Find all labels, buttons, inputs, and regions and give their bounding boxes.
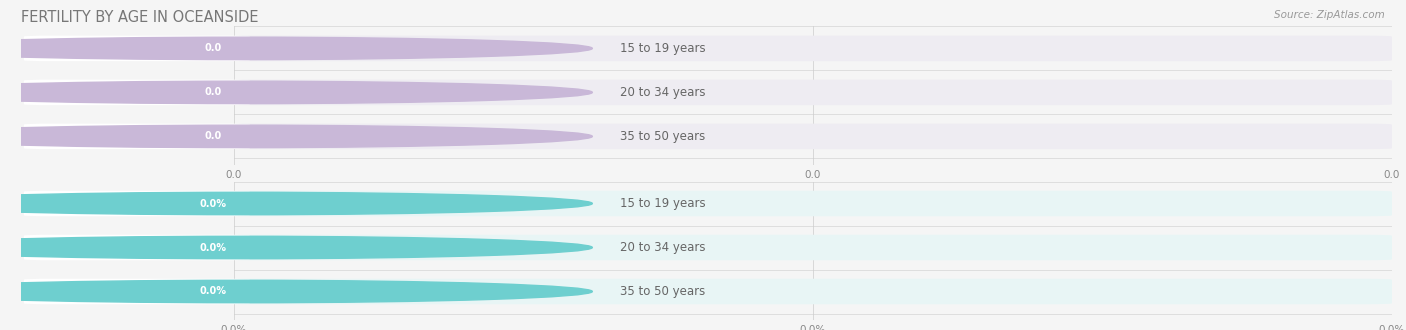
Text: 0.0%: 0.0% bbox=[200, 286, 226, 296]
Circle shape bbox=[0, 236, 592, 259]
FancyBboxPatch shape bbox=[24, 36, 250, 61]
Text: 20 to 34 years: 20 to 34 years bbox=[620, 241, 706, 254]
FancyBboxPatch shape bbox=[184, 194, 242, 213]
Text: 0.0: 0.0 bbox=[204, 44, 222, 53]
Circle shape bbox=[0, 125, 592, 148]
FancyBboxPatch shape bbox=[226, 235, 1392, 260]
FancyBboxPatch shape bbox=[24, 80, 250, 105]
Circle shape bbox=[0, 37, 592, 60]
Text: 0.0%: 0.0% bbox=[200, 243, 226, 252]
Text: FERTILITY BY AGE IN OCEANSIDE: FERTILITY BY AGE IN OCEANSIDE bbox=[21, 10, 259, 25]
Text: 35 to 50 years: 35 to 50 years bbox=[620, 285, 706, 298]
FancyBboxPatch shape bbox=[226, 191, 1392, 216]
FancyBboxPatch shape bbox=[24, 235, 250, 260]
Text: 15 to 19 years: 15 to 19 years bbox=[620, 42, 706, 55]
FancyBboxPatch shape bbox=[24, 191, 250, 216]
Text: 0.0: 0.0 bbox=[204, 131, 222, 141]
FancyBboxPatch shape bbox=[226, 279, 1392, 304]
FancyBboxPatch shape bbox=[24, 124, 250, 149]
FancyBboxPatch shape bbox=[184, 238, 242, 257]
FancyBboxPatch shape bbox=[184, 282, 242, 301]
FancyBboxPatch shape bbox=[226, 36, 1392, 61]
FancyBboxPatch shape bbox=[226, 124, 1392, 149]
FancyBboxPatch shape bbox=[24, 279, 250, 304]
FancyBboxPatch shape bbox=[184, 127, 242, 146]
Circle shape bbox=[0, 192, 592, 215]
FancyBboxPatch shape bbox=[184, 83, 242, 102]
FancyBboxPatch shape bbox=[226, 80, 1392, 105]
Circle shape bbox=[0, 81, 592, 104]
Text: Source: ZipAtlas.com: Source: ZipAtlas.com bbox=[1274, 10, 1385, 20]
Text: 0.0: 0.0 bbox=[204, 87, 222, 97]
Text: 20 to 34 years: 20 to 34 years bbox=[620, 86, 706, 99]
Text: 35 to 50 years: 35 to 50 years bbox=[620, 130, 706, 143]
Text: 0.0%: 0.0% bbox=[200, 199, 226, 209]
FancyBboxPatch shape bbox=[184, 39, 242, 58]
Text: 15 to 19 years: 15 to 19 years bbox=[620, 197, 706, 210]
Circle shape bbox=[0, 280, 592, 303]
